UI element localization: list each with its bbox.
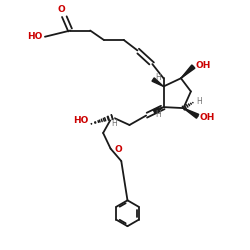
Text: H: H [155, 72, 161, 82]
Polygon shape [184, 108, 199, 118]
Text: O: O [58, 5, 66, 14]
Text: HO: HO [28, 32, 43, 41]
Text: H: H [111, 119, 117, 128]
Text: HO: HO [74, 116, 89, 124]
Polygon shape [181, 65, 195, 78]
Text: OH: OH [200, 113, 215, 122]
Text: OH: OH [195, 60, 211, 70]
Polygon shape [153, 107, 164, 113]
Text: O: O [114, 145, 122, 154]
Text: H: H [196, 97, 202, 106]
Text: H: H [156, 110, 162, 119]
Polygon shape [152, 78, 164, 86]
